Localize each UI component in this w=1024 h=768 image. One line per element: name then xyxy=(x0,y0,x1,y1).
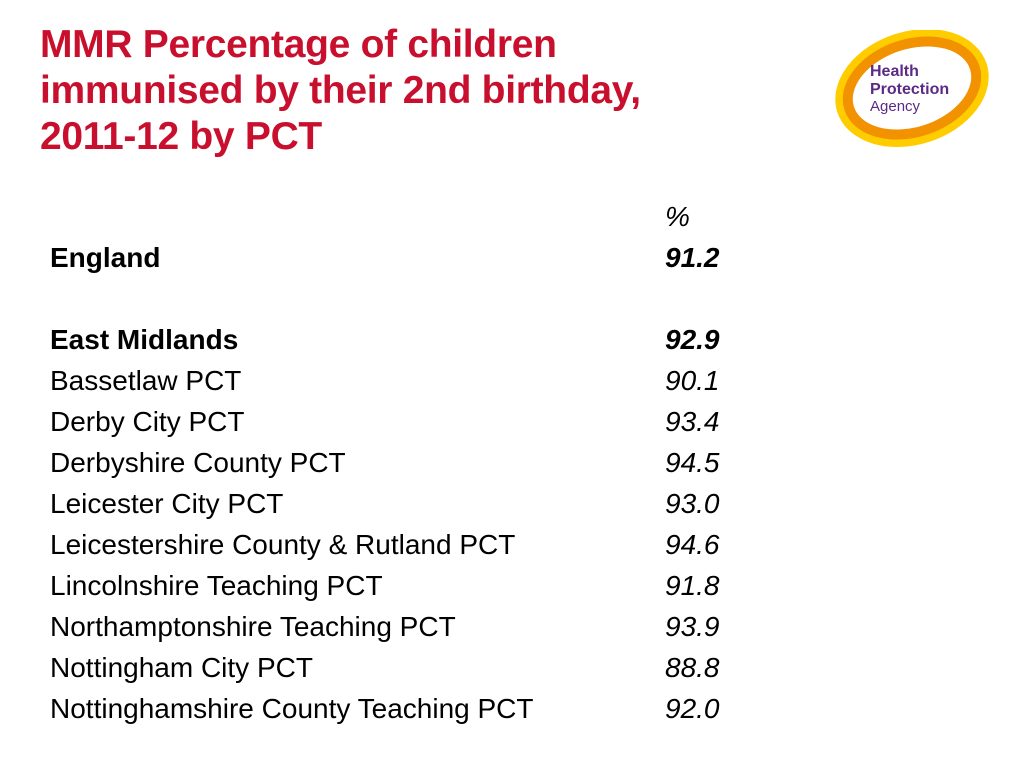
table-row: Nottingham City PCT 88.8 xyxy=(50,647,770,688)
row-label: England xyxy=(50,242,161,273)
hpa-logo: Health Protection Agency xyxy=(835,30,989,147)
row-label: Nottingham City PCT xyxy=(50,652,313,683)
table-header-row: % xyxy=(50,196,770,237)
immunisation-table: % England 91.2 East Midlands 92.9 Basset… xyxy=(50,196,770,729)
row-value: 93.4 xyxy=(665,406,720,437)
row-value: 94.6 xyxy=(665,529,720,560)
table-row: Leicestershire County & Rutland PCT 94.6 xyxy=(50,524,770,565)
logo-ring-inner xyxy=(853,47,971,129)
row-label: Lincolnshire Teaching PCT xyxy=(50,570,383,601)
slide-title: MMR Percentage of children immunised by … xyxy=(40,23,641,158)
unit-header: % xyxy=(665,201,690,232)
row-value: 94.5 xyxy=(665,447,720,478)
logo-ring-yellow xyxy=(835,30,989,147)
table-row: Lincolnshire Teaching PCT 91.8 xyxy=(50,565,770,606)
row-label: Leicester City PCT xyxy=(50,488,284,519)
row-value: 88.8 xyxy=(665,652,720,683)
row-value: 90.1 xyxy=(665,365,720,396)
table-row: Nottinghamshire County Teaching PCT 92.0 xyxy=(50,688,770,729)
table-row: Bassetlaw PCT 90.1 xyxy=(50,360,770,401)
row-value: 91.2 xyxy=(665,242,720,273)
row-value: 92.0 xyxy=(665,693,720,724)
row-label: Derby City PCT xyxy=(50,406,245,437)
row-value: 93.9 xyxy=(665,611,720,642)
row-label: East Midlands xyxy=(50,324,239,355)
row-label: Derbyshire County PCT xyxy=(50,447,346,478)
row-value: 93.0 xyxy=(665,488,720,519)
table-spacer xyxy=(50,278,770,319)
table-row: Northamptonshire Teaching PCT 93.9 xyxy=(50,606,770,647)
logo-text-line3: Agency xyxy=(870,98,921,115)
row-value: 92.9 xyxy=(665,324,720,355)
national-row: England 91.2 xyxy=(50,237,770,278)
row-value: 91.8 xyxy=(665,570,720,601)
logo-ring-orange xyxy=(842,36,982,140)
row-label: Leicestershire County & Rutland PCT xyxy=(50,529,516,560)
logo-text-line2: Protection xyxy=(870,81,949,98)
row-label: Bassetlaw PCT xyxy=(50,365,242,396)
table-row: Derby City PCT 93.4 xyxy=(50,401,770,442)
row-label: Nottinghamshire County Teaching PCT xyxy=(50,693,534,724)
logo-text-line1: Health xyxy=(870,63,919,80)
table-row: Derbyshire County PCT 94.5 xyxy=(50,442,770,483)
region-row: East Midlands 92.9 xyxy=(50,319,770,360)
row-label: Northamptonshire Teaching PCT xyxy=(50,611,456,642)
table-row: Leicester City PCT 93.0 xyxy=(50,483,770,524)
